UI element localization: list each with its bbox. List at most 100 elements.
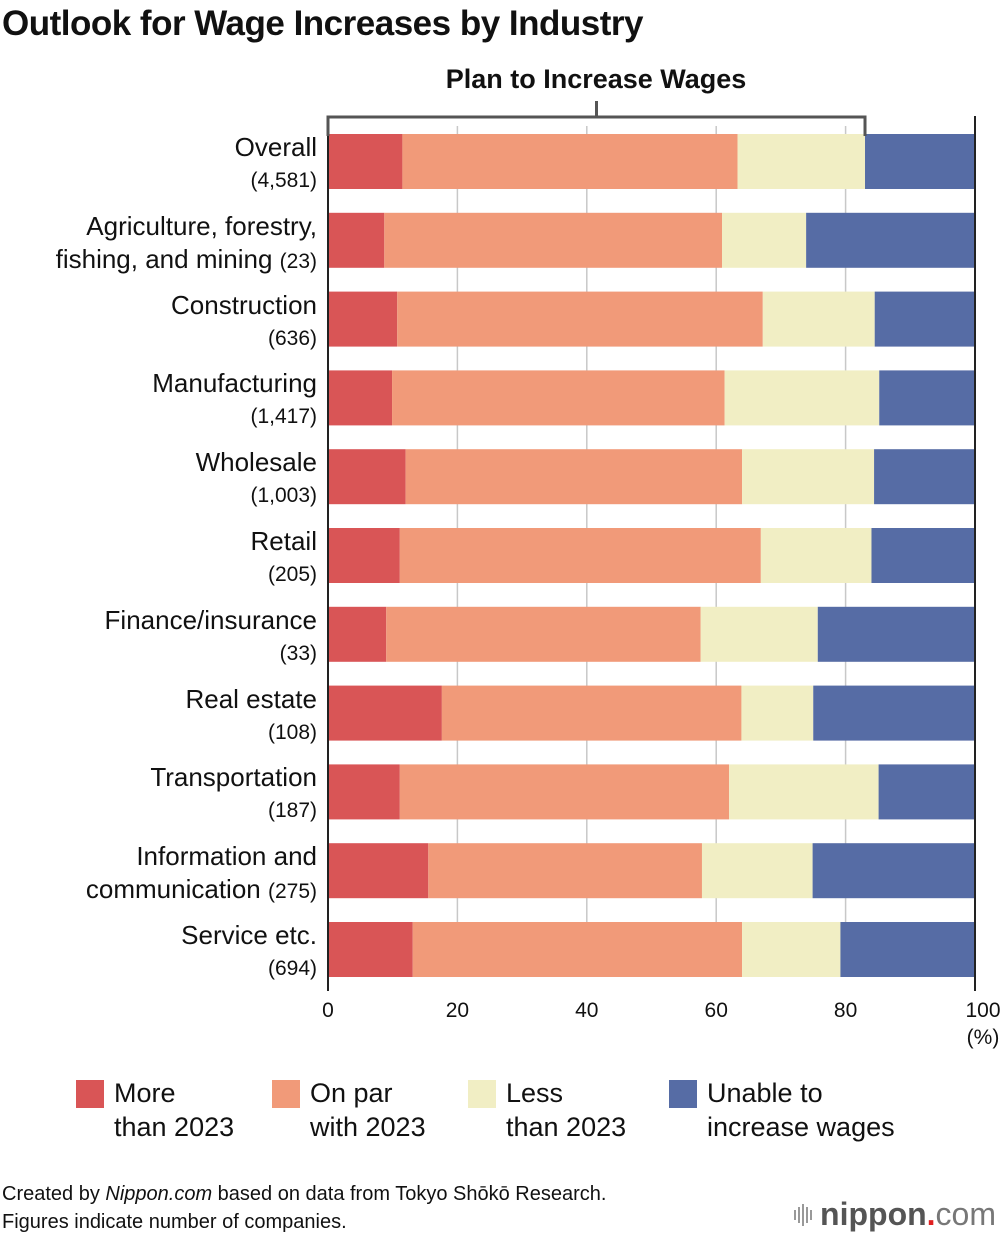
category-label: Real estate (108) — [185, 683, 317, 749]
x-tick-label: 20 — [446, 999, 469, 1022]
bar-segment-less-than-2023 — [737, 134, 866, 189]
bar-segment-more-than-2023 — [328, 449, 406, 505]
category-label: Construction (636) — [171, 289, 317, 355]
annotation-bracket — [326, 115, 867, 136]
bar-segment-more-than-2023 — [328, 606, 387, 662]
x-axis-unit-label: (%) — [967, 1026, 1000, 1049]
category-count: (205) — [267, 563, 317, 586]
bar-segment-more-than-2023 — [328, 528, 400, 583]
category-count: (108) — [267, 720, 317, 744]
category-label: Manufacturing (1,417) — [152, 367, 317, 433]
category-label: Transportation (187) — [150, 761, 317, 827]
source-line: Created by Nippon.com based on data from… — [2, 1183, 607, 1205]
category-name: Finance/insurance — [104, 604, 317, 635]
x-tick-label: 80 — [834, 999, 857, 1022]
bar-segment-more-than-2023 — [328, 843, 429, 899]
bar-segment-on-par-with-2023 — [428, 843, 702, 899]
category-count: (33) — [279, 641, 317, 665]
category-name: Real estate — [185, 683, 317, 714]
legend-swatch — [76, 1080, 104, 1108]
bar-segment-on-par-with-2023 — [412, 922, 743, 977]
bar-segment-on-par-with-2023 — [399, 764, 730, 820]
logo-bars-icon — [794, 1203, 813, 1226]
bar-segment-more-than-2023 — [328, 212, 385, 268]
x-tick-label: 60 — [705, 999, 728, 1022]
bar-segment-less-than-2023 — [762, 291, 875, 347]
bar-segment-on-par-with-2023 — [405, 449, 743, 505]
count-note: Figures indicate number of companies. — [2, 1211, 347, 1233]
legend-item: Less than 2023 — [468, 1076, 626, 1144]
category-count: (4,581) — [250, 169, 317, 192]
bar-segment-on-par-with-2023 — [399, 528, 761, 583]
bar-segment-unable-to-increase-wages — [813, 685, 975, 741]
bar-segment-less-than-2023 — [742, 449, 875, 505]
category-name: Retail — [250, 526, 317, 556]
x-tick-label: 100 — [965, 999, 1000, 1022]
legend-label: Unable to increase wages — [707, 1078, 895, 1142]
bar-segment-on-par-with-2023 — [392, 370, 725, 426]
bar-segment-unable-to-increase-wages — [817, 606, 975, 662]
bar-segment-unable-to-increase-wages — [812, 843, 975, 899]
bar-segment-more-than-2023 — [328, 291, 398, 347]
bar-segment-unable-to-increase-wages — [874, 449, 975, 505]
bar-segment-more-than-2023 — [328, 922, 413, 977]
category-label: Wholesale (1,003) — [196, 446, 317, 512]
category-label: Information and communication (275) — [86, 840, 317, 908]
legend-label: More than 2023 — [114, 1078, 235, 1142]
bar-segment-less-than-2023 — [729, 764, 879, 820]
bar-segment-on-par-with-2023 — [402, 134, 738, 189]
category-name: Information and — [136, 841, 317, 872]
category-name-line2: communication (275) — [85, 874, 317, 905]
category-name: Overall — [234, 132, 317, 162]
legend-item: On par with 2023 — [272, 1076, 426, 1144]
source-name: Nippon.com — [105, 1183, 213, 1205]
category-name: Construction — [171, 289, 317, 320]
category-name-line2: fishing, and mining (23) — [55, 243, 317, 274]
legend-label: Less than 2023 — [506, 1078, 627, 1142]
bar-segment-on-par-with-2023 — [441, 685, 742, 741]
legend-item: Unable to increase wages — [669, 1076, 895, 1144]
bar-segment-on-par-with-2023 — [397, 291, 763, 347]
category-count: (636) — [267, 326, 317, 350]
bar-segment-less-than-2023 — [742, 922, 841, 977]
category-count: (694) — [267, 957, 317, 980]
category-count: (1,417) — [250, 405, 317, 429]
category-name: Service etc. — [181, 920, 317, 950]
bar-segment-less-than-2023 — [741, 685, 814, 741]
bar-segment-on-par-with-2023 — [386, 606, 701, 662]
bar-segment-unable-to-increase-wages — [840, 922, 975, 977]
stacked-bar-chart: 0 20 40 60 80 100 (%) — [322, 101, 1000, 1049]
category-name: Agriculture, forestry, — [86, 210, 317, 241]
bar-segment-less-than-2023 — [722, 212, 807, 268]
bar-segment-on-par-with-2023 — [384, 212, 723, 268]
legend-swatch — [669, 1080, 697, 1108]
legend-label: On par with 2023 — [310, 1078, 426, 1142]
category-count: (275) — [267, 880, 317, 904]
bar-segment-less-than-2023 — [760, 528, 872, 583]
bar-segment-unable-to-increase-wages — [871, 528, 975, 583]
legend-swatch — [468, 1080, 496, 1108]
category-name: Transportation — [150, 762, 317, 793]
bar-segment-unable-to-increase-wages — [806, 212, 975, 268]
bar-segment-more-than-2023 — [328, 370, 393, 426]
category-label: Finance/insurance (33) — [105, 604, 317, 670]
category-label: Retail (205) — [251, 525, 317, 591]
category-label: Agriculture, forestry, fishing, and minin… — [56, 210, 317, 278]
bar-segment-less-than-2023 — [724, 370, 880, 426]
chart-title: Outlook for Wage Increases by Industry — [2, 4, 643, 43]
plan-to-increase-annotation: Plan to Increase Wages — [445, 64, 747, 94]
bar-segment-unable-to-increase-wages — [865, 134, 975, 189]
legend-swatch — [272, 1080, 300, 1108]
legend: More than 2023 On par with 2023 Less than … — [0, 1076, 1000, 1156]
bar-segment-more-than-2023 — [328, 685, 442, 741]
bar-segment-unable-to-increase-wages — [878, 764, 975, 820]
bar-segment-less-than-2023 — [701, 843, 813, 899]
bar-segment-more-than-2023 — [328, 134, 403, 189]
bar-segment-less-than-2023 — [700, 606, 818, 662]
category-label: Service etc. (694) — [181, 919, 317, 985]
legend-item: More than 2023 — [76, 1076, 234, 1144]
category-count: (187) — [267, 799, 317, 823]
category-name: Wholesale — [195, 447, 317, 478]
category-count: (23) — [279, 249, 317, 273]
nippon-logo: nippon. com — [794, 1196, 996, 1233]
